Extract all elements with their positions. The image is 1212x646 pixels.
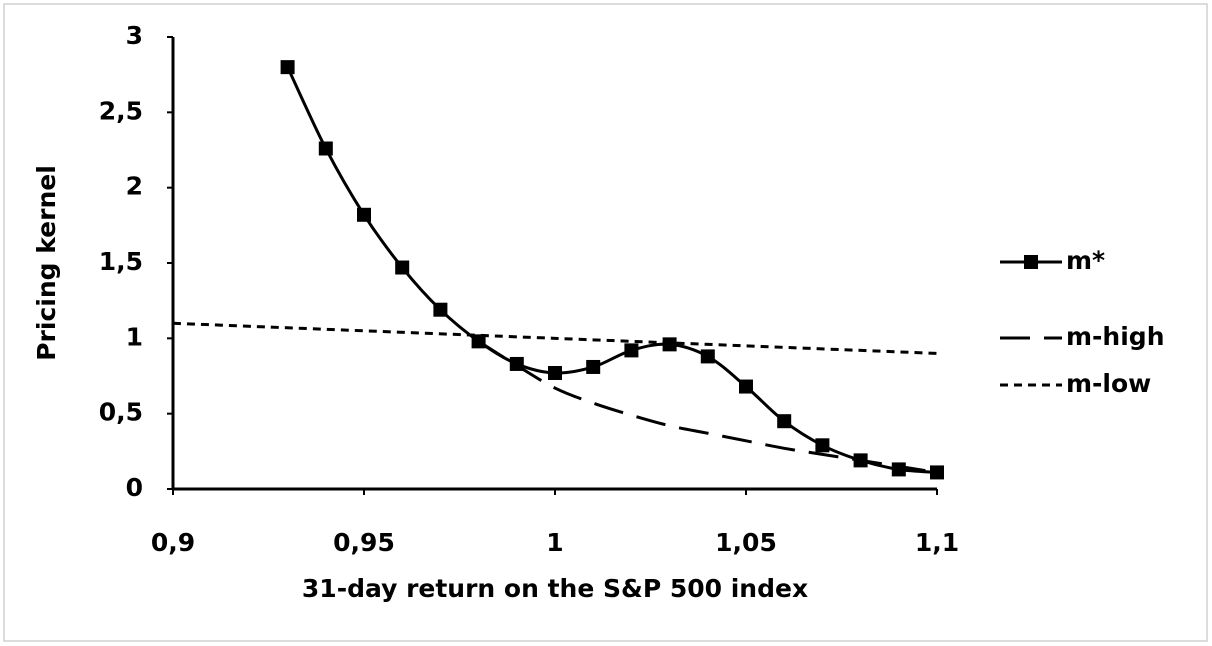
marker — [624, 343, 639, 358]
y-tick-label: 1,5 — [99, 247, 143, 276]
legend-label: m-high — [1066, 322, 1165, 351]
legend-marker — [1024, 255, 1038, 269]
marker — [395, 260, 410, 275]
marker — [280, 60, 295, 75]
marker — [739, 379, 753, 394]
marker — [433, 302, 448, 317]
x-tick-label: 1 — [546, 528, 563, 557]
y-axis-title: Pricing kernel — [32, 165, 61, 361]
y-tick-label: 2,5 — [99, 96, 143, 125]
chart-frame — [3, 3, 1208, 642]
y-tick-label: 2 — [126, 172, 143, 201]
marker — [891, 462, 906, 477]
marker — [548, 365, 562, 380]
line-series — [477, 340, 938, 474]
marker — [586, 359, 601, 374]
legend-label: m* — [1066, 246, 1105, 275]
line-series — [172, 321, 938, 355]
x-tick-label: 1,05 — [715, 528, 777, 557]
legend-label: m-low — [1066, 369, 1151, 398]
marker — [357, 207, 371, 222]
x-tick-label: 1,1 — [915, 528, 959, 557]
y-tick-label: 1 — [126, 322, 143, 351]
y-tick-label: 0,5 — [99, 398, 143, 427]
y-tick-label: 0 — [126, 473, 143, 502]
marker — [815, 438, 830, 453]
marker — [777, 414, 792, 429]
marker — [662, 337, 677, 352]
x-axis-title: 31-day return on the S&P 500 index — [302, 574, 808, 603]
marker — [930, 465, 944, 480]
x-tick-label: 0,9 — [151, 528, 195, 557]
marker — [318, 141, 333, 156]
x-tick-label: 0,95 — [333, 528, 395, 557]
marker — [700, 349, 715, 364]
y-tick-label: 3 — [126, 21, 143, 50]
